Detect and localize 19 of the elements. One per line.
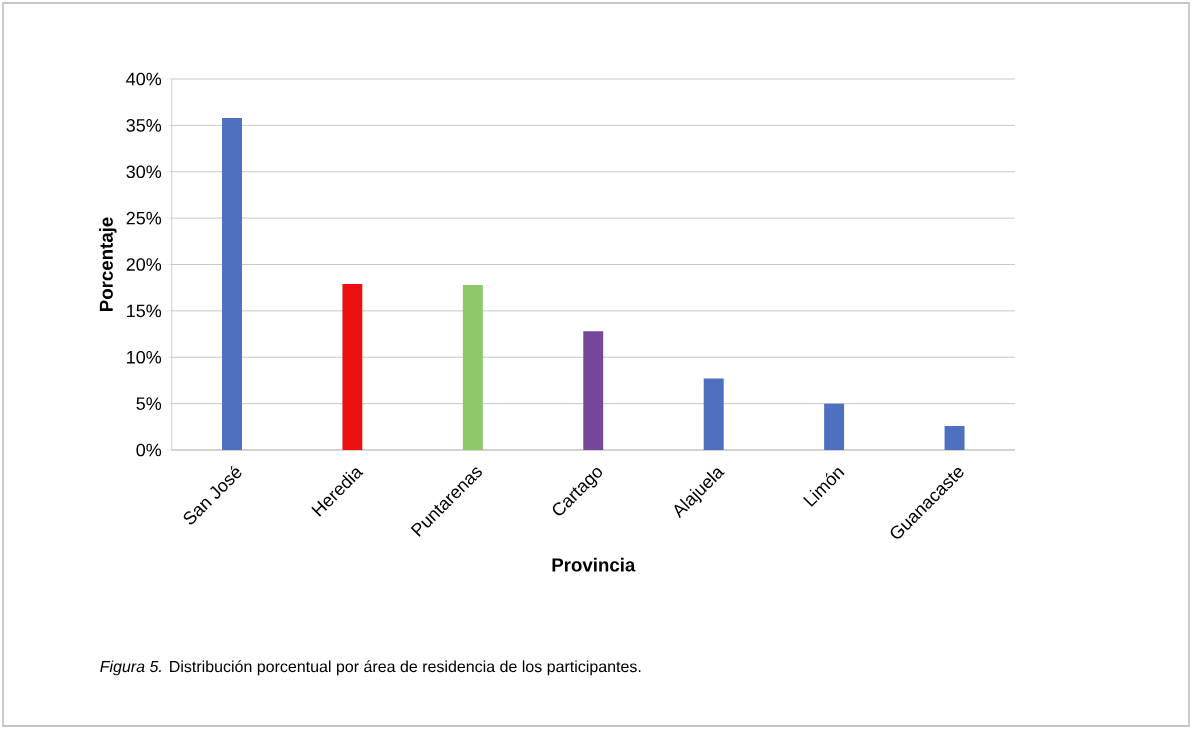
y-tick-label: 15% [127,304,162,318]
bar [462,284,483,450]
y-tick-label: 25% [126,211,162,225]
y-tick-label: 5% [136,397,162,410]
y-axis-title: Porcentaje [99,217,117,311]
bar [703,378,724,450]
bar [342,283,363,450]
bar [583,331,604,450]
text: Figura 5. Distribución porcentual por área de residencia de los participantes. [100,660,641,676]
bar [222,117,242,450]
y-tick-label: 20% [126,258,162,271]
y-tick-label: 30% [126,165,162,179]
y-tick-label: 10% [127,350,162,364]
y-tick-label: 35% [126,119,162,132]
bar [944,425,965,450]
x-axis-title: Provincia [552,557,636,572]
y-tick-label: 0% [136,443,162,457]
y-tick-label: 40% [126,72,162,86]
bar [824,403,845,450]
